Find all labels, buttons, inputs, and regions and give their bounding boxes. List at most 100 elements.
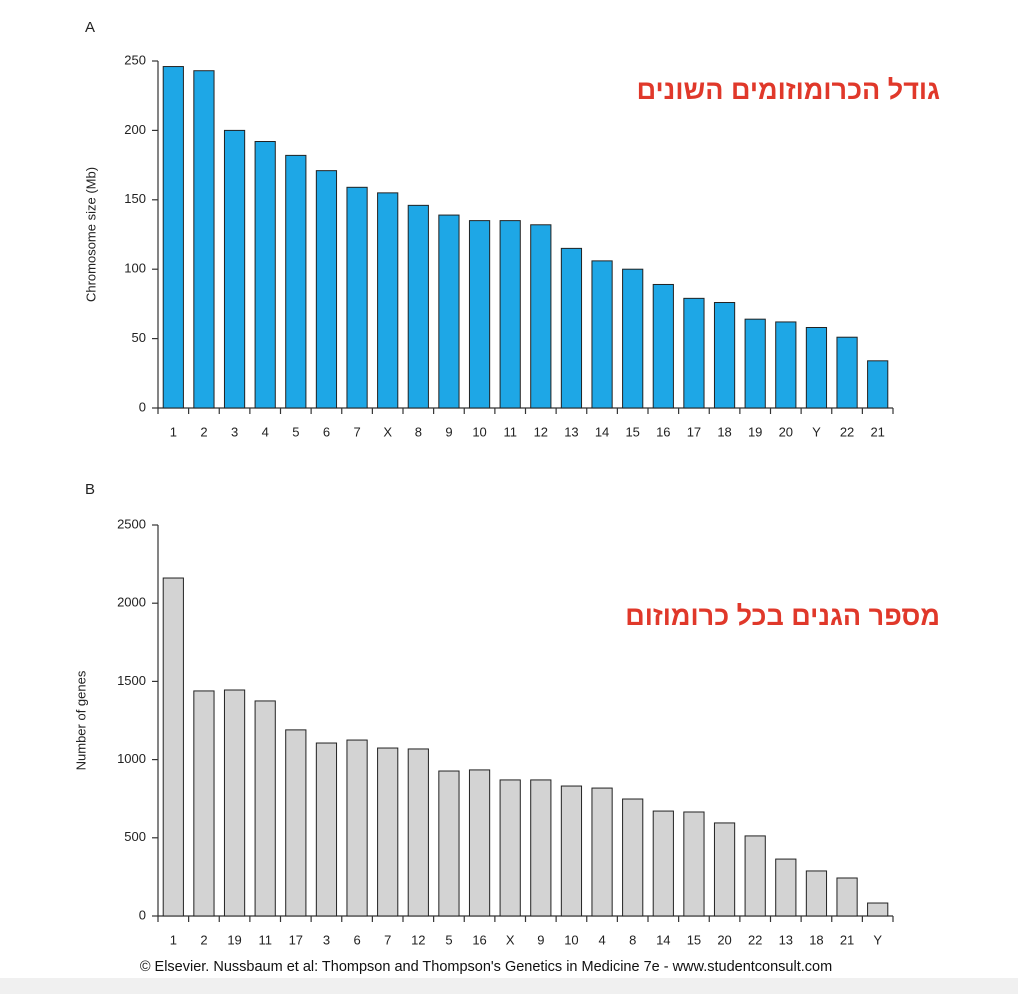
x-tick-label: Y (812, 424, 821, 439)
bar (652, 283, 674, 409)
x-tick-label: Y (873, 932, 882, 947)
bar (193, 70, 215, 409)
x-tick-label: 6 (323, 424, 330, 439)
x-tick-label: 2 (200, 424, 207, 439)
bar (468, 220, 491, 409)
bar (468, 769, 491, 917)
x-tick-label: 18 (717, 424, 731, 439)
x-tick-label: 11 (258, 932, 272, 947)
bar (285, 729, 307, 917)
bar (867, 902, 889, 917)
bar (193, 690, 215, 917)
x-tick-label: 21 (870, 424, 884, 439)
x-tick-label: 11 (503, 424, 517, 439)
x-tick-label: 15 (687, 932, 701, 947)
y-tick-label: 100 (124, 261, 146, 276)
bar (438, 770, 460, 917)
bar (713, 822, 736, 917)
bar (254, 700, 276, 917)
bar (867, 360, 889, 409)
bar (622, 268, 644, 409)
bottom-strip (0, 978, 1018, 994)
x-tick-label: 17 (289, 932, 303, 947)
bar (805, 870, 828, 917)
x-tick-label: X (383, 424, 392, 439)
x-tick-label: 9 (445, 424, 452, 439)
x-tick-label: 1 (170, 424, 177, 439)
y-tick-label: 0 (139, 399, 146, 414)
bar (805, 326, 828, 409)
x-tick-label: 2 (200, 932, 207, 947)
bar (315, 742, 338, 917)
bar (407, 748, 429, 917)
bar (591, 260, 613, 409)
y-tick-label: 0 (139, 907, 146, 922)
bar (560, 785, 583, 917)
bar (775, 321, 797, 409)
x-tick-label: 14 (595, 424, 609, 439)
bar (223, 129, 246, 409)
bar (162, 66, 184, 409)
x-tick-label: 5 (445, 932, 452, 947)
bar (346, 186, 368, 409)
x-tick-label: 20 (717, 932, 731, 947)
x-tick-label: 13 (564, 424, 578, 439)
bar (775, 858, 797, 917)
y-tick-label: 2000 (117, 595, 146, 610)
bar (744, 318, 766, 409)
bar (836, 877, 858, 917)
bar (377, 747, 399, 917)
annotation: גודל הכרומוזומים השונים (637, 75, 940, 105)
x-tick-label: 8 (629, 932, 636, 947)
bar (438, 214, 460, 409)
bar (713, 302, 736, 409)
bar (652, 810, 674, 917)
bar (346, 739, 368, 917)
x-tick-label: 17 (687, 424, 701, 439)
x-tick-label: 14 (656, 932, 670, 947)
x-tick-label: 22 (840, 424, 854, 439)
x-tick-label: 1 (170, 932, 177, 947)
bar (377, 192, 399, 409)
x-tick-label: 21 (840, 932, 854, 947)
y-tick-label: 500 (124, 829, 146, 844)
credit: © Elsevier. Nussbaum et al: Thompson and… (140, 959, 832, 975)
x-tick-label: 18 (809, 932, 823, 947)
x-tick-label: 7 (384, 932, 391, 947)
bar (591, 787, 613, 917)
x-tick-label: 9 (537, 932, 544, 947)
bar (162, 577, 184, 917)
y-tick-label: 50 (132, 330, 146, 345)
bar (836, 336, 858, 409)
x-tick-label: 3 (323, 932, 330, 947)
x-tick-label: 4 (262, 424, 269, 439)
bar (530, 779, 552, 917)
x-tick-label: 19 (748, 424, 762, 439)
y-tick-label: 250 (124, 52, 146, 67)
x-tick-label: 12 (411, 932, 425, 947)
bar (560, 247, 583, 409)
x-tick-label: 15 (625, 424, 639, 439)
x-tick-label: 10 (472, 424, 486, 439)
x-tick-label: 22 (748, 932, 762, 947)
y-axis-title: Chromosome size (Mb) (83, 167, 98, 302)
x-tick-label: 7 (353, 424, 360, 439)
y-tick-label: 2500 (117, 516, 146, 531)
bar (683, 297, 705, 409)
x-tick-label: 19 (227, 932, 241, 947)
annotation: מספר הגנים בכל כרומוזום (625, 601, 940, 631)
x-tick-label: 16 (472, 932, 486, 947)
bar (407, 204, 429, 409)
panel-label: A (85, 19, 95, 36)
bar (683, 811, 705, 917)
x-tick-label: 16 (656, 424, 670, 439)
x-tick-label: 4 (598, 932, 605, 947)
bar (530, 224, 552, 409)
y-tick-label: 1500 (117, 673, 146, 688)
x-tick-label: 3 (231, 424, 238, 439)
y-tick-label: 150 (124, 191, 146, 206)
x-tick-label: 20 (779, 424, 793, 439)
y-axis-title: Number of genes (73, 670, 88, 770)
bar (254, 141, 276, 409)
